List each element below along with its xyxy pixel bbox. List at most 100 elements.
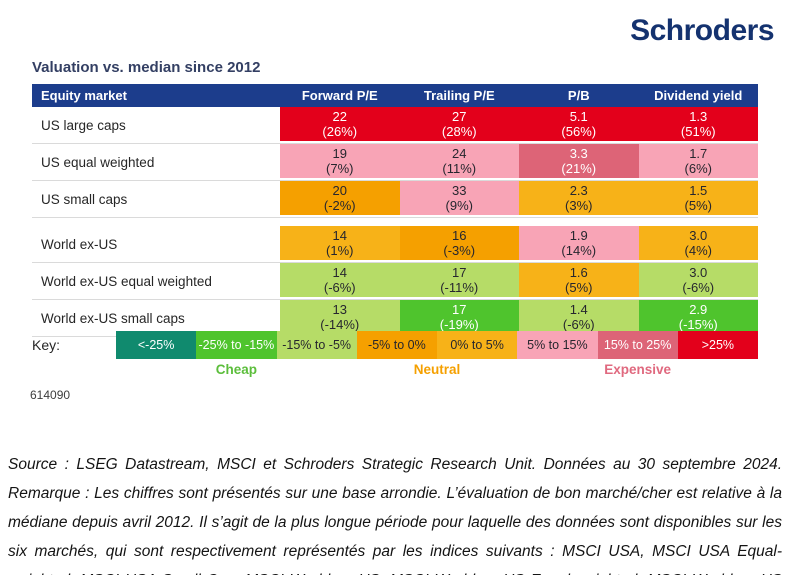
table-row: World ex-US small caps 13 (-14%) 17 (-19%) 1.… bbox=[32, 300, 758, 337]
cell-percent-vs-median: (11%) bbox=[442, 161, 477, 176]
cell-value: 13 bbox=[332, 301, 347, 317]
table-row: US small caps 20 (-2%) 33 (9%) 2.3 (3%) 1.5 (5%) bbox=[32, 181, 758, 218]
equity-market-label: US equal weighted bbox=[32, 144, 280, 180]
equity-market-label: US large caps bbox=[32, 107, 280, 143]
cell-value: 1.7 bbox=[689, 145, 708, 161]
key-segment: <-25% bbox=[116, 331, 197, 359]
key-category-labels: Cheap Neutral Expensive bbox=[116, 362, 758, 378]
table-body: US large caps 22 (26%) 27 (28%) 5.1 (56%) 1.3 (5… bbox=[32, 107, 758, 337]
cell-value: 2.9 bbox=[689, 301, 708, 317]
table-row: World ex-US 14 (1%) 16 (-3%) 1.9 (14%) 3.0 (4%) bbox=[32, 226, 758, 263]
cell-value: 2.3 bbox=[569, 182, 588, 198]
key-segment: -25% to -15% bbox=[196, 331, 277, 359]
legend-key-row: Key: <-25% -25% to -15% -15% to -5% -5% to … bbox=[32, 331, 758, 359]
cell-percent-vs-median: (51%) bbox=[680, 124, 716, 139]
key-segment: 0% to 5% bbox=[437, 331, 518, 359]
key-segment: 15% to 25% bbox=[597, 331, 678, 359]
cell-value: 5.1 bbox=[569, 108, 588, 124]
valuation-table: Equity market Forward P/E Trailing P/E P/B D… bbox=[32, 84, 758, 337]
value-cell: 1.3 (51%) bbox=[638, 107, 758, 141]
cell-percent-vs-median: (5%) bbox=[565, 280, 593, 295]
cell-value: 3.3 bbox=[569, 145, 588, 161]
value-cell: 3.0 (4%) bbox=[638, 226, 758, 260]
cell-percent-vs-median: (5%) bbox=[684, 198, 712, 213]
column-header: Trailing P/E bbox=[423, 88, 495, 103]
figure-title: Valuation vs. median since 2012 bbox=[32, 59, 261, 76]
value-cell: 20 (-2%) bbox=[280, 181, 400, 215]
cell-value: 24 bbox=[452, 145, 467, 161]
cell-value: 1.3 bbox=[689, 108, 708, 124]
key-category-label: Expensive bbox=[604, 362, 672, 377]
key-category-label: Cheap bbox=[215, 362, 258, 377]
table-row: US large caps 22 (26%) 27 (28%) 5.1 (56%) 1.3 (5… bbox=[32, 107, 758, 144]
cell-percent-vs-median: (14%) bbox=[561, 243, 597, 258]
value-cell: 17 (-11%) bbox=[399, 263, 519, 297]
key-category-label: Neutral bbox=[413, 362, 461, 377]
value-cell: 13 (-14%) bbox=[280, 300, 400, 334]
cell-percent-vs-median: (4%) bbox=[684, 243, 712, 258]
value-cell: 27 (28%) bbox=[399, 107, 519, 141]
cell-value: 16 bbox=[452, 227, 467, 243]
table-row: World ex-US equal weighted 14 (-6%) 17 (-11%… bbox=[32, 263, 758, 300]
value-cell: 1.7 (6%) bbox=[638, 144, 758, 178]
cell-percent-vs-median: (-15%) bbox=[678, 317, 718, 332]
cell-value: 1.4 bbox=[569, 301, 588, 317]
key-segment: -5% to 0% bbox=[356, 331, 437, 359]
cell-percent-vs-median: (1%) bbox=[326, 243, 354, 258]
cell-percent-vs-median: (6%) bbox=[684, 161, 712, 176]
cell-value: 17 bbox=[452, 301, 467, 317]
cell-percent-vs-median: (28%) bbox=[441, 124, 477, 139]
column-header: Dividend yield bbox=[654, 88, 743, 103]
cell-percent-vs-median: (-6%) bbox=[323, 280, 356, 295]
section-gap bbox=[32, 218, 758, 226]
cell-percent-vs-median: (-14%) bbox=[320, 317, 360, 332]
value-cell: 2.9 (-15%) bbox=[638, 300, 758, 334]
equity-market-label: World ex-US bbox=[32, 226, 280, 262]
value-cell: 19 (7%) bbox=[280, 144, 400, 178]
key-label: Key: bbox=[32, 337, 61, 353]
schroders-logo: Schroders bbox=[630, 14, 774, 47]
table-header-row: Equity market Forward P/E Trailing P/E P/B D… bbox=[32, 84, 758, 107]
cell-percent-vs-median: (-6%) bbox=[682, 280, 715, 295]
cell-percent-vs-median: (9%) bbox=[445, 198, 473, 213]
cell-value: 14 bbox=[332, 227, 347, 243]
value-cell: 2.3 (3%) bbox=[519, 181, 639, 215]
table-row: US equal weighted 19 (7%) 24 (11%) 3.3 (21%) 1.… bbox=[32, 144, 758, 181]
figure-number: 614090 bbox=[30, 388, 71, 402]
value-cell: 17 (-19%) bbox=[399, 300, 519, 334]
value-cell: 5.1 (56%) bbox=[519, 107, 639, 141]
value-cell: 1.4 (-6%) bbox=[519, 300, 639, 334]
key-segment: 5% to 15% bbox=[517, 331, 598, 359]
value-cell: 3.3 (21%) bbox=[519, 144, 639, 178]
cell-value: 14 bbox=[332, 264, 347, 280]
cell-value: 19 bbox=[332, 145, 347, 161]
value-cell: 22 (26%) bbox=[280, 107, 400, 141]
source-footnote: Source : LSEG Datastream, MSCI et Schrod… bbox=[8, 456, 782, 575]
cell-value: 22 bbox=[332, 108, 347, 124]
cell-percent-vs-median: (-6%) bbox=[562, 317, 595, 332]
value-cell: 14 (-6%) bbox=[280, 263, 400, 297]
cell-percent-vs-median: (-3%) bbox=[443, 243, 476, 258]
key-color-bar: <-25% -25% to -15% -15% to -5% -5% to 0% 0% … bbox=[116, 331, 758, 359]
value-cell: 14 (1%) bbox=[280, 226, 400, 260]
value-cell: 1.5 (5%) bbox=[638, 181, 758, 215]
cell-percent-vs-median: (-19%) bbox=[439, 317, 479, 332]
cell-value: 33 bbox=[452, 182, 467, 198]
value-cell: 33 (9%) bbox=[399, 181, 519, 215]
value-cell: 24 (11%) bbox=[399, 144, 519, 178]
cell-value: 27 bbox=[452, 108, 467, 124]
key-segment: >25% bbox=[677, 331, 758, 359]
cell-percent-vs-median: (21%) bbox=[561, 161, 597, 176]
cell-percent-vs-median: (3%) bbox=[565, 198, 593, 213]
column-header: Equity market bbox=[41, 88, 127, 103]
equity-market-label: US small caps bbox=[32, 181, 280, 217]
cell-value: 1.5 bbox=[689, 182, 708, 198]
cell-value: 20 bbox=[332, 182, 347, 198]
cell-value: 3.0 bbox=[689, 264, 708, 280]
cell-percent-vs-median: (26%) bbox=[322, 124, 358, 139]
value-cell: 1.9 (14%) bbox=[519, 226, 639, 260]
cell-value: 1.9 bbox=[569, 227, 588, 243]
cell-value: 17 bbox=[452, 264, 467, 280]
cell-percent-vs-median: (-11%) bbox=[440, 280, 479, 295]
